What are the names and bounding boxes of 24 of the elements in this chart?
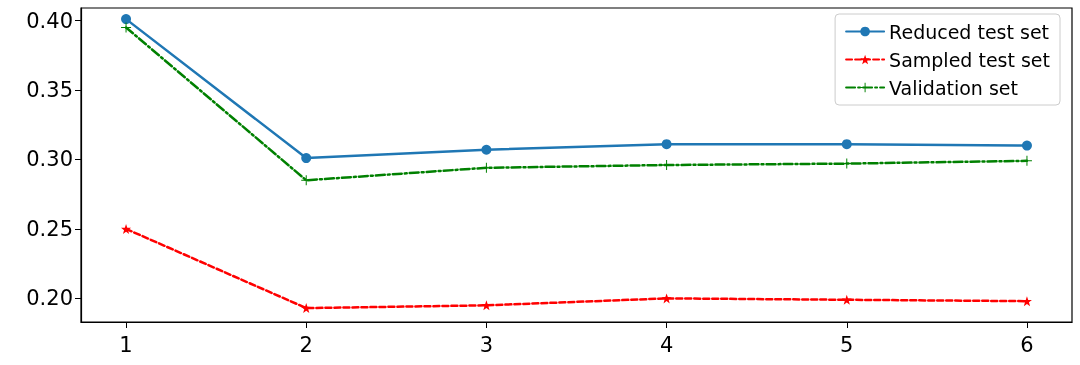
x-tick-label: 3 bbox=[479, 332, 494, 357]
point bbox=[661, 293, 672, 304]
x-tick-label: 2 bbox=[299, 332, 313, 357]
y-tick-label: 0.35 bbox=[26, 77, 73, 102]
point bbox=[1021, 140, 1032, 151]
point bbox=[661, 139, 672, 150]
point bbox=[121, 223, 132, 234]
point bbox=[841, 139, 852, 150]
y-tick-label: 0.30 bbox=[26, 147, 73, 172]
x-tick-label: 4 bbox=[659, 332, 674, 357]
point bbox=[481, 144, 492, 155]
legend-label: Sampled test set bbox=[889, 48, 1050, 71]
point bbox=[121, 14, 132, 25]
legend-label: Validation set bbox=[889, 76, 1018, 99]
y-tick-label: 0.25 bbox=[26, 216, 73, 241]
y-tick-label: 0.40 bbox=[26, 8, 73, 33]
x-tick-label: 5 bbox=[840, 332, 854, 357]
point bbox=[121, 22, 132, 33]
x-tick-label: 6 bbox=[1020, 332, 1034, 357]
y-tick-label: 0.20 bbox=[26, 286, 73, 311]
legend-label: Reduced test set bbox=[889, 20, 1050, 43]
x-tick-label: 1 bbox=[119, 332, 133, 357]
point bbox=[301, 303, 312, 314]
point bbox=[301, 153, 312, 164]
